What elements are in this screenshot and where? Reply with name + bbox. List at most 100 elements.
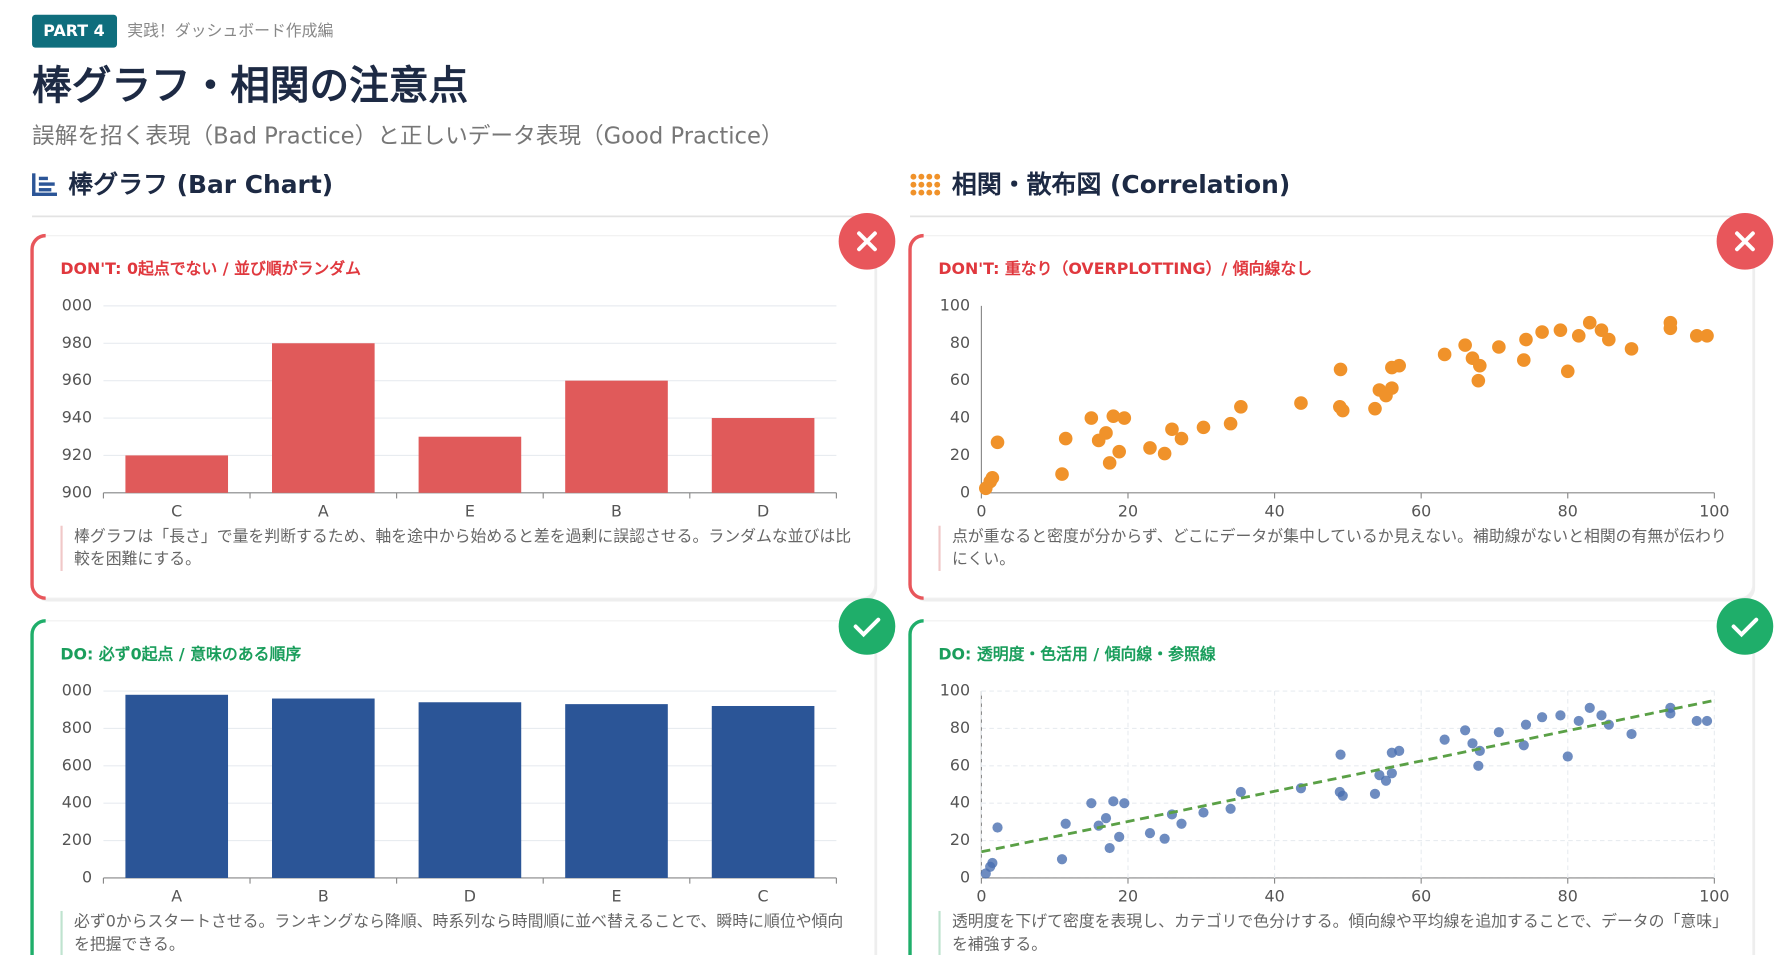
point (992, 822, 1003, 833)
point (1060, 818, 1071, 829)
point (1086, 798, 1097, 809)
point (1437, 347, 1452, 362)
x-tick-label: 40 (1264, 887, 1284, 906)
point (1165, 422, 1179, 437)
note: 棒グラフは「長さ」で量を判断するため、軸を途中から始めると差を過剰に誤認させる。… (60, 525, 853, 571)
icon-dot (926, 181, 933, 188)
point (1108, 796, 1119, 807)
y-tick-label: 100 (940, 295, 970, 314)
x-tick-label: 100 (1699, 887, 1729, 906)
x-tick-label: B (611, 502, 622, 521)
section: 実践！ダッシュボード作成編 (127, 21, 333, 40)
icon-dot (918, 189, 925, 196)
icon-dot (926, 189, 933, 196)
point (1518, 740, 1529, 751)
x-tick-label: 0 (976, 502, 986, 521)
bar (418, 436, 522, 493)
x-tick-label: D (464, 887, 476, 906)
point (1385, 381, 1399, 395)
trend-line (981, 699, 1715, 854)
card-accent (908, 619, 924, 955)
x-tick-label: 0 (976, 887, 986, 906)
point (1335, 403, 1350, 418)
point (1100, 813, 1112, 824)
point (987, 857, 998, 869)
icon-dot (926, 173, 933, 180)
bar (272, 343, 375, 493)
point (1176, 818, 1187, 829)
point (1058, 431, 1073, 446)
point (1394, 745, 1405, 756)
card-title: DON'T: 0起点でない / 並び順がランダム (60, 259, 361, 278)
point (1701, 715, 1713, 727)
point (1582, 315, 1597, 330)
y-tick-label: 80 (950, 333, 970, 352)
y-tick-label: 0 (960, 867, 970, 886)
y-tick-label: 600 (62, 755, 92, 774)
bar (125, 455, 229, 493)
point (1055, 467, 1069, 481)
point (1235, 786, 1246, 798)
point (1234, 400, 1248, 414)
point (1573, 715, 1584, 727)
card (909, 620, 1754, 955)
icon-dot (934, 181, 941, 188)
point (1084, 411, 1099, 425)
status-icon (838, 598, 896, 655)
point (1439, 734, 1450, 745)
y-tick-label: 20 (950, 830, 970, 849)
point (1493, 727, 1504, 738)
y-tick-label: 80 (950, 718, 970, 737)
y-tick-label: 60 (950, 755, 970, 774)
icon-dot (934, 173, 941, 180)
bar (565, 380, 668, 493)
x-tick-label: A (318, 502, 329, 521)
point (1114, 831, 1125, 842)
icon-dot (910, 173, 917, 180)
point (1473, 358, 1487, 373)
note-box: 点が重なると密度が分からず、どこにデータが集中しているか見えない。補助線がないと… (938, 525, 1731, 571)
point (1198, 807, 1209, 818)
note: 点が重なると密度が分からず、どこにデータが集中しているか見えない。補助線がないと… (938, 525, 1731, 571)
page-title: 棒グラフ・相関の注意点 (32, 63, 468, 109)
point (1560, 364, 1575, 379)
point (1196, 420, 1211, 435)
point (1700, 328, 1714, 343)
point (1473, 760, 1484, 771)
status-icon (1716, 598, 1774, 655)
point (1119, 798, 1130, 809)
point (1535, 325, 1549, 339)
point (1471, 373, 1486, 388)
point (1144, 828, 1156, 839)
point (1369, 788, 1381, 799)
y-tick-label: 0 (960, 482, 970, 501)
point (1537, 712, 1548, 723)
point (1294, 396, 1308, 410)
point (1159, 833, 1170, 844)
check (853, 617, 881, 638)
icon-dot (934, 189, 941, 196)
bar (418, 702, 522, 878)
point (1492, 340, 1506, 354)
y-tick-label: 40 (950, 793, 970, 812)
column-heading: 棒グラフ (Bar Chart) (68, 170, 333, 199)
card-accent (30, 233, 46, 600)
y-tick-label: 100 (940, 681, 970, 700)
point (1368, 401, 1382, 416)
bar (711, 418, 815, 493)
card-accent (908, 233, 924, 600)
icon-dot (918, 181, 925, 188)
y-tick-label: 400 (62, 793, 92, 812)
x-tick-label: 20 (1118, 887, 1138, 906)
point (1380, 775, 1392, 786)
bar-icon (32, 173, 57, 196)
badge (32, 14, 118, 48)
y-tick-label: 900 (62, 482, 92, 501)
point (985, 471, 1000, 485)
x-tick-label: 60 (1411, 887, 1431, 906)
subtitle: 誤解を招く表現（Bad Practice）と正しいデータ表現（Good Prac… (32, 124, 783, 150)
cross (1735, 231, 1755, 252)
point (1117, 411, 1132, 425)
point (1392, 358, 1406, 373)
